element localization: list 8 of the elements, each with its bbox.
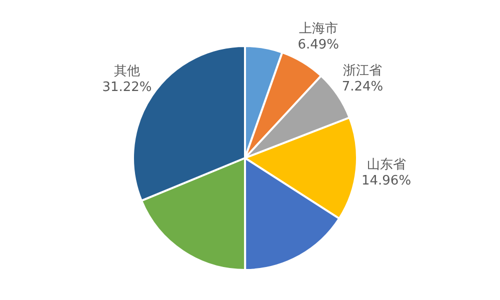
slice-label: 山东省: [366, 156, 406, 172]
slice-label: 其他: [114, 64, 140, 78]
slice-label: 上海市: [298, 20, 338, 36]
data-label: 14.96%: [361, 172, 412, 188]
slice-label: 浙江省: [342, 62, 382, 78]
data-label: 7.24%: [342, 78, 384, 94]
data-label: 6.49%: [298, 36, 340, 52]
data-label: 31.22%: [102, 80, 152, 94]
